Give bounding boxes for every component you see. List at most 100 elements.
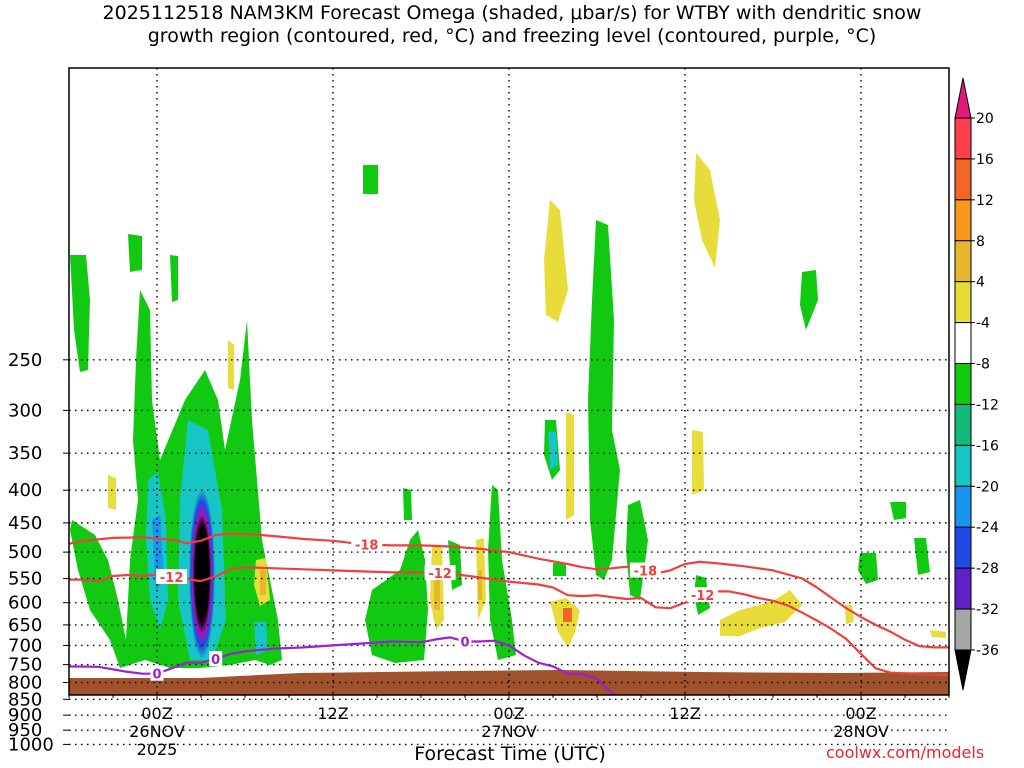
y-tick-label: 500 bbox=[8, 542, 42, 563]
colorbar-label: -32 bbox=[976, 602, 999, 618]
colorbar-segment bbox=[954, 158, 972, 201]
x-tick-label: 00Z bbox=[141, 704, 172, 723]
contour-label-bg bbox=[424, 565, 456, 581]
colorbar-segment bbox=[954, 485, 972, 528]
omega-cell-ascent bbox=[128, 234, 142, 272]
colorbar-segment bbox=[954, 444, 972, 487]
contour-label: -12 bbox=[428, 567, 452, 582]
plot-frame bbox=[68, 67, 950, 696]
x-tick-label: 12Z bbox=[317, 704, 348, 723]
contour-label-bg bbox=[156, 569, 188, 585]
omega-cell-moderate-ascent bbox=[254, 622, 268, 655]
y-tick-label: 1000 bbox=[8, 734, 54, 755]
x-tick-label: 28NOV bbox=[833, 722, 889, 741]
contour-line bbox=[69, 636, 618, 695]
x-tick-label: 27NOV bbox=[481, 722, 537, 741]
y-tick-label: 300 bbox=[8, 400, 42, 421]
colorbar-segment bbox=[954, 526, 972, 569]
colorbar-label: -28 bbox=[976, 561, 999, 577]
colorbar-segment bbox=[954, 567, 972, 610]
omega-cell-descent bbox=[544, 200, 568, 322]
colorbar-label: -16 bbox=[976, 438, 999, 454]
omega-core-max-ascent bbox=[189, 489, 215, 659]
y-tick-label: 800 bbox=[8, 672, 42, 693]
contour-label-bg bbox=[351, 536, 383, 552]
omega-cell-ascent bbox=[70, 255, 90, 372]
colorbar-label: 12 bbox=[976, 193, 994, 209]
omega-cell-descent bbox=[692, 430, 704, 495]
contour-label: -18 bbox=[355, 538, 379, 553]
contour-label-bg bbox=[458, 633, 472, 649]
y-tick-label: 900 bbox=[8, 705, 42, 726]
omega-cell-ascent bbox=[365, 530, 428, 663]
contour-label-bg bbox=[687, 587, 719, 603]
colorbar-segment bbox=[954, 281, 972, 324]
contour-label: 0 bbox=[211, 653, 220, 668]
colorbar-label: -12 bbox=[976, 397, 999, 413]
omega-cell-ascent bbox=[488, 485, 516, 660]
omega-cell-ascent bbox=[800, 270, 818, 330]
omega-cell-stronger-descent bbox=[434, 575, 440, 610]
colorbar-arrow-top bbox=[954, 77, 972, 119]
omega-cell-ascent bbox=[588, 220, 620, 580]
contour-label: 0 bbox=[460, 635, 469, 650]
omega-cell-descent bbox=[228, 340, 234, 390]
colorbar-segment bbox=[954, 117, 972, 160]
omega-cell-descent bbox=[930, 630, 946, 638]
colorbar-segment bbox=[954, 322, 972, 365]
y-tick-label: 350 bbox=[8, 443, 42, 464]
colorbar-segment bbox=[954, 240, 972, 283]
colorbar-label: -8 bbox=[976, 357, 990, 373]
omega-cell-ascent bbox=[170, 255, 178, 302]
contour-label-bg bbox=[629, 562, 661, 578]
colorbar-label: -4 bbox=[976, 316, 990, 332]
chart-title: 2025112518 NAM3KM Forecast Omega (shaded… bbox=[0, 2, 1024, 48]
colorbar: 20 16 12 8 4 -4 -8 -12 -16 -20 -24 -28 -32 -36 bbox=[954, 77, 999, 691]
omega-cell-ascent bbox=[890, 502, 906, 520]
colorbar-label: 4 bbox=[976, 275, 985, 291]
omega-cell-descent bbox=[720, 590, 802, 636]
y-tick-label: 550 bbox=[8, 569, 42, 590]
y-tick-label: 600 bbox=[8, 593, 42, 614]
contour-line bbox=[69, 532, 949, 649]
ground-surface bbox=[69, 670, 949, 695]
omega-cell-ascent bbox=[70, 290, 282, 668]
contour-label-bg bbox=[209, 650, 223, 666]
y-tick-label: 400 bbox=[8, 480, 42, 501]
y-tick-label: 750 bbox=[8, 655, 42, 676]
omega-cell-ascent bbox=[403, 488, 412, 520]
omega-cell-ascent bbox=[858, 553, 878, 584]
contour-line bbox=[69, 566, 949, 676]
colorbar-label: 20 bbox=[976, 111, 994, 127]
omega-cell-ascent bbox=[553, 563, 566, 576]
omega-cell-ascent bbox=[914, 538, 930, 575]
omega-cell-descent bbox=[108, 475, 116, 510]
omega-cell-stronger-descent bbox=[478, 570, 482, 600]
omega-cell-descent bbox=[550, 598, 580, 648]
colorbar-arrow-bottom bbox=[954, 649, 972, 691]
colorbar-label: 8 bbox=[976, 234, 985, 250]
omega-cell-descent bbox=[566, 412, 574, 520]
colorbar-segment bbox=[954, 403, 972, 446]
colorbar-label: -20 bbox=[976, 479, 999, 495]
grid-lines bbox=[69, 68, 949, 746]
colorbar-label: -24 bbox=[976, 520, 999, 536]
omega-cell-ascent bbox=[626, 500, 648, 600]
y-tick-label: 650 bbox=[8, 615, 42, 636]
x-axis-label: Forecast Time (UTC) bbox=[414, 743, 606, 765]
y-tick-label: 700 bbox=[8, 635, 42, 656]
contour-label: -12 bbox=[160, 571, 184, 586]
omega-cell-ascent bbox=[363, 165, 378, 194]
axes: 2503003504004505005506006507007508008509… bbox=[8, 350, 950, 759]
y-tick-label: 950 bbox=[8, 720, 42, 741]
y-tick-label: 850 bbox=[8, 689, 42, 710]
x-tick-label: 12Z bbox=[669, 704, 700, 723]
x-tick-label: 00Z bbox=[493, 704, 524, 723]
omega-cell-descent bbox=[694, 153, 720, 268]
x-tick-label: 26NOV bbox=[129, 722, 185, 741]
contour-label-bg bbox=[150, 665, 164, 681]
contours: -18 -18 -12 -12 -12 0 0 0 bbox=[69, 532, 949, 695]
y-tick-label: 250 bbox=[8, 350, 42, 371]
colorbar-segment bbox=[954, 608, 972, 651]
